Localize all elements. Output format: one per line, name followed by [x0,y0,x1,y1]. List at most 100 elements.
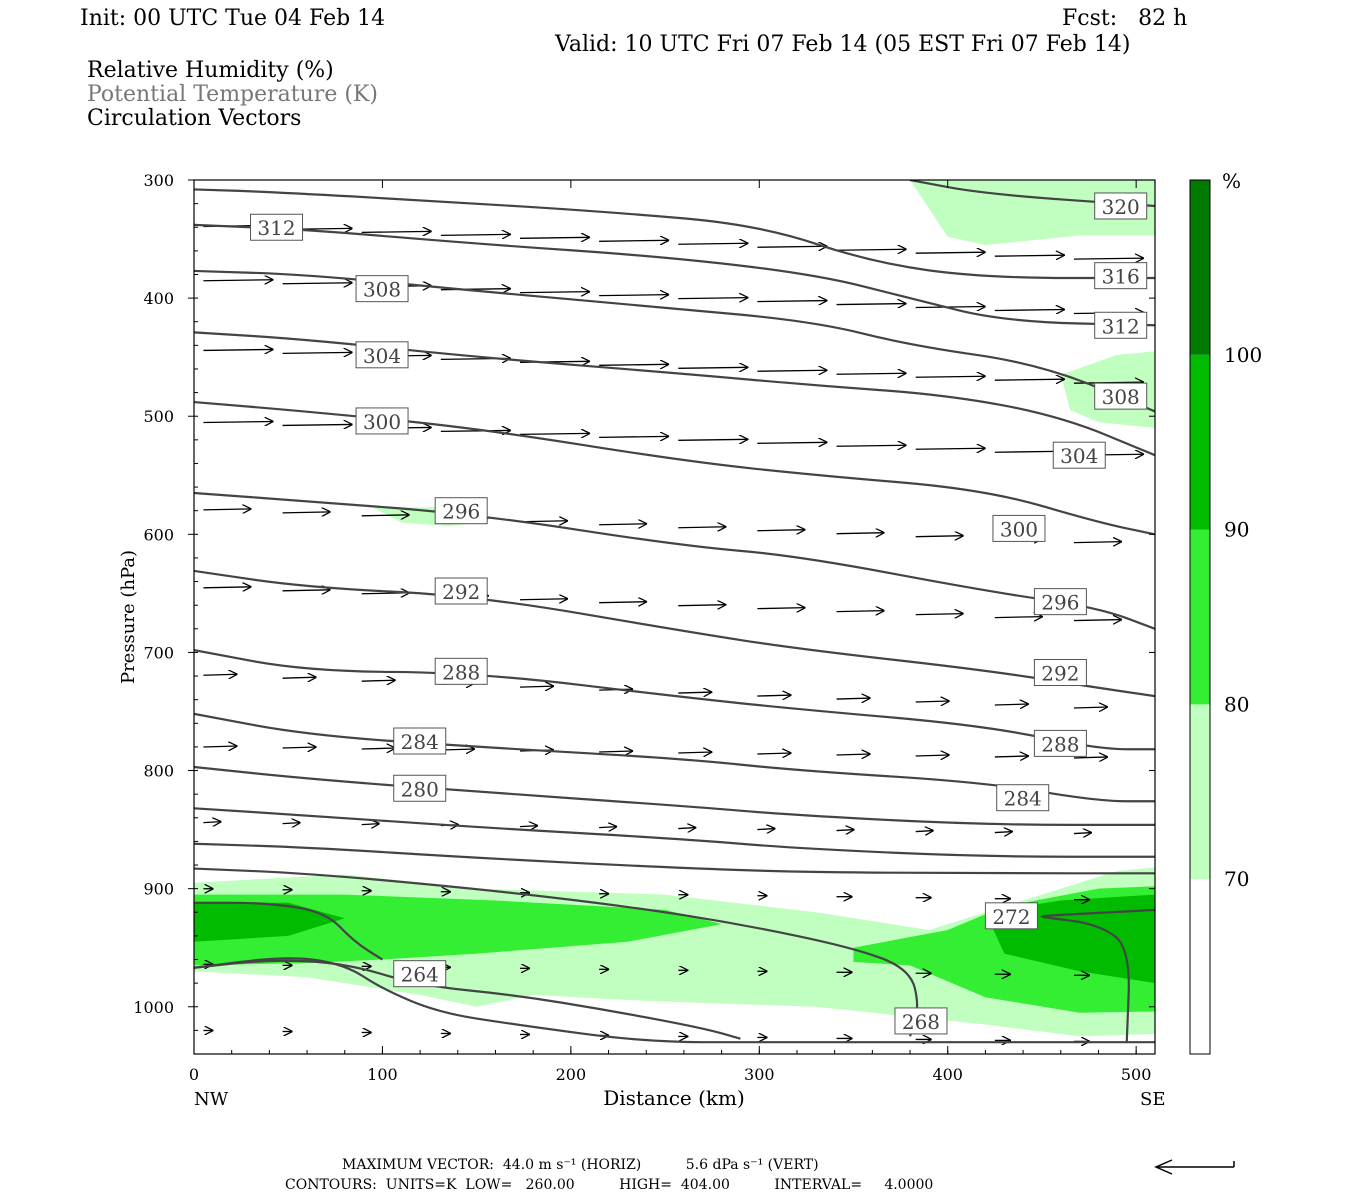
theta-contour-264b [194,901,384,961]
circulation-vector [282,590,331,591]
theta-label-292: 292 [434,577,488,605]
circulation-vector [599,751,633,752]
theta-label-284: 284 [996,784,1050,812]
circulation-vector [915,831,934,832]
circulation-vector [678,752,712,753]
y-tick-label: 900 [143,880,174,899]
svg-text:296: 296 [1041,591,1079,615]
svg-text:284: 284 [1004,787,1042,811]
circulation-vector [836,698,871,699]
x-right-end-label: SE [1140,1089,1165,1110]
circulation-vector [836,445,907,446]
circulation-vector [361,680,396,681]
circulation-vector [757,608,805,609]
theta-label-272: 272 [984,902,1038,930]
circulation-vector [836,304,907,305]
circulation-vector [994,255,1065,256]
circulation-vector [203,674,237,675]
circulation-vector [203,746,237,747]
circulation-vector [757,442,827,443]
theta-contour-268a [194,867,919,1037]
x-tick-label: 500 [1121,1065,1152,1084]
svg-text:312: 312 [1102,314,1140,338]
theta-contour-296 [194,491,1155,630]
circulation-vector [836,611,885,612]
theta-label-264: 264 [393,960,447,988]
contours-footer: CONTOURS: UNITS=K LOW= 260.00 HIGH= 404.… [285,1177,934,1193]
circulation-vector [757,530,805,531]
circulation-vector [519,237,590,238]
y-tick-label: 1000 [133,998,174,1017]
circulation-vector [203,822,221,823]
x-tick-label: 200 [556,1065,587,1084]
circulation-vector [915,448,986,449]
circulation-vector [757,301,827,302]
rh-region-70 [910,180,1155,245]
circulation-vector [599,364,669,365]
rh-region-80 [194,894,722,966]
theta-label-312: 312 [1094,311,1148,339]
circulation-vector [282,352,353,353]
valid-time-label: Valid: 10 UTC Fri 07 Feb 14 (05 EST Fri … [555,32,1131,57]
circulation-vector [994,832,1013,833]
circulation-vector [915,252,986,253]
circulation-vector [599,436,669,437]
colorbar-label: 90 [1224,518,1249,542]
circulation-vector [994,310,1065,311]
colorbar: 70 80 90 100% [1189,169,1262,1055]
circulation-vector [836,249,907,250]
legend-potential-temperature: Potential Temperature (K) [87,82,378,107]
circulation-vector [282,677,317,678]
svg-text:300: 300 [363,410,401,434]
circulation-vector [519,292,590,293]
circulation-vector [361,748,396,749]
circulation-vector [519,433,590,434]
circulation-vector [1073,258,1144,259]
y-tick-label: 300 [143,171,174,190]
svg-text:288: 288 [442,660,480,684]
y-tick-label: 600 [143,525,174,544]
theta-label-304: 304 [355,341,409,369]
circulation-vector [599,602,647,603]
circulation-vector [915,614,964,615]
circulation-vector [282,283,353,284]
circulation-vector [203,587,251,588]
x-tick-label: 0 [189,1065,199,1084]
theta-label-316: 316 [1094,262,1148,290]
circulation-vector [836,373,907,374]
circulation-vector [519,599,568,600]
svg-text:264: 264 [401,963,439,987]
theta-contour-312 [194,223,1155,327]
y-tick-label: 800 [143,762,174,781]
circulation-vector [1073,542,1122,543]
colorbar-label: 80 [1224,692,1249,716]
colorbar-swatch [1190,354,1210,530]
theta-label-280: 280 [393,774,447,802]
circulation-vector [282,823,301,824]
circulation-vector [361,231,432,232]
reference-vector-arrow [1154,1159,1235,1175]
theta-label-308: 308 [355,275,409,303]
circulation-vector [994,379,1065,380]
svg-text:268: 268 [902,1010,940,1034]
svg-text:320: 320 [1102,195,1140,219]
circulation-vector [836,533,885,534]
relative-humidity-fill [194,180,1155,1037]
theta-contour-288 [194,648,1155,751]
legend-circulation-vectors: Circulation Vectors [87,106,302,131]
svg-text:312: 312 [257,216,295,240]
circulation-vector [282,747,317,748]
colorbar-swatch [1190,180,1210,355]
svg-text:292: 292 [1041,662,1079,686]
potential-temperature-contours [194,180,1155,1044]
theta-contour-308 [194,269,1155,413]
svg-text:304: 304 [363,344,401,368]
circulation-vector [519,826,538,827]
circulation-vector [440,749,475,750]
colorbar-unit: % [1222,169,1241,193]
circulation-vector [203,421,273,422]
circulation-vector [994,756,1029,757]
circulation-vector [757,695,791,696]
circulation-vector [1073,757,1108,758]
svg-text:308: 308 [1102,385,1140,409]
